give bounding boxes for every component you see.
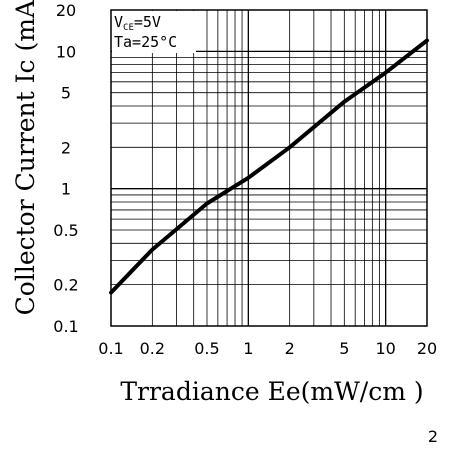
y-tick-label: 5	[61, 84, 71, 103]
conditions-box: VCE=5V Ta=25°C	[112, 11, 196, 53]
x-tick-label: 0.2	[140, 339, 165, 358]
x-tick-label: 1	[243, 339, 253, 358]
x-axis-title-superscript: 2	[428, 427, 438, 446]
plot-frame	[110, 9, 428, 327]
series-line-collector-current	[109, 38, 429, 295]
y-axis-ticks: 0.1 0.2 0.5 1 2 5 10 20	[53, 1, 78, 336]
x-tick-label: 2	[285, 339, 295, 358]
x-axis-title: Trradiance Ee(mW/cm )	[120, 377, 423, 406]
condition-ta: Ta=25°C	[114, 33, 177, 51]
y-tick-label: 0.1	[53, 317, 78, 336]
condition-vce: VCE=5V	[114, 13, 161, 33]
y-tick-label: 10	[56, 42, 76, 61]
y-tick-label: 0.5	[53, 221, 78, 240]
y-tick-label: 2	[61, 138, 71, 157]
y-tick-label: 1	[61, 180, 71, 199]
y-tick-label: 20	[56, 1, 76, 20]
x-tick-label: 0.5	[194, 339, 219, 358]
x-tick-label: 10	[375, 339, 395, 358]
y-tick-label: 0.2	[53, 276, 78, 295]
x-tick-label: 5	[339, 339, 349, 358]
conditions-box-background	[112, 11, 196, 53]
y-axis-title: Collector Current Ic (mA	[11, 0, 40, 315]
x-tick-label: 0.1	[98, 339, 123, 358]
grid	[111, 10, 427, 326]
x-axis-ticks: 0.1 0.2 0.5 1 2 5 10 20	[98, 339, 437, 358]
x-tick-label: 20	[417, 339, 437, 358]
